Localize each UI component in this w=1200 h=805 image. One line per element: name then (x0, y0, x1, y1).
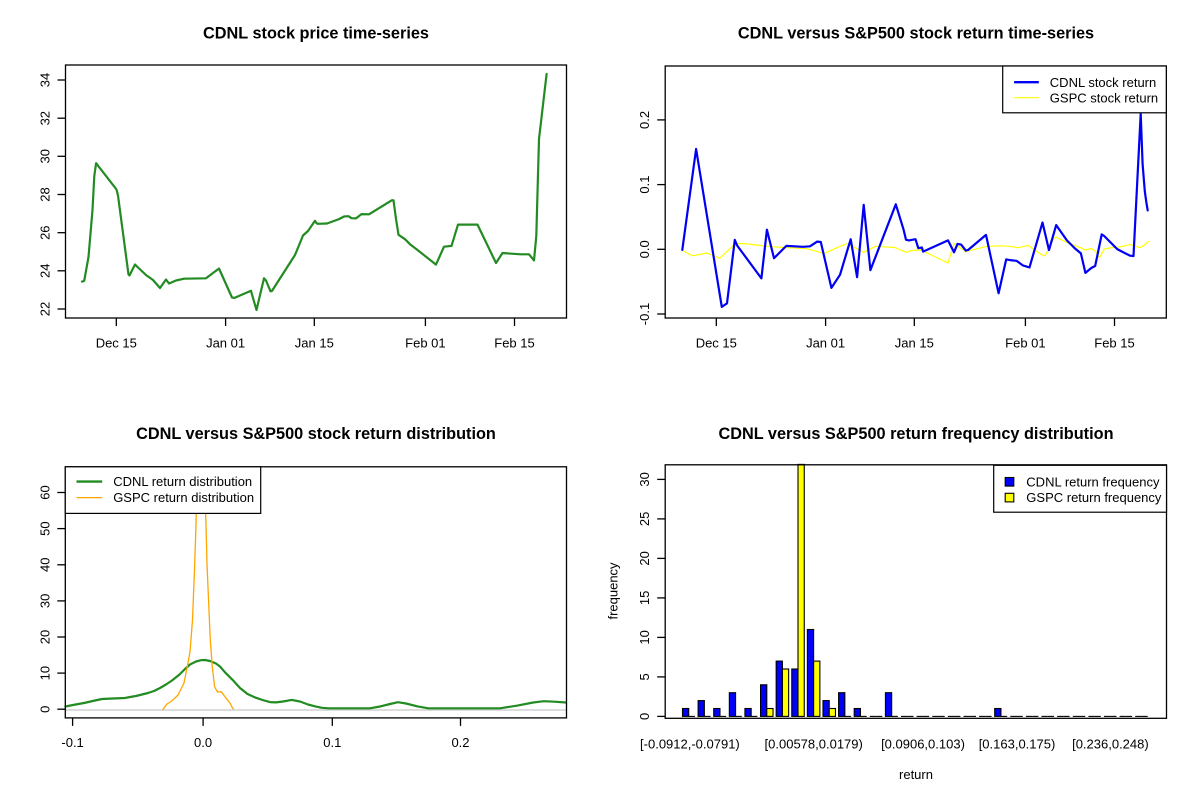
svg-text:Jan 01: Jan 01 (806, 336, 845, 351)
svg-text:[0.00578,0.0179): [0.00578,0.0179) (765, 737, 863, 752)
svg-text:GSPC return distribution: GSPC return distribution (113, 490, 254, 505)
svg-text:20: 20 (37, 630, 52, 644)
svg-text:frequency: frequency (606, 562, 621, 620)
svg-text:CDNL versus S&P500 stock retur: CDNL versus S&P500 stock return distribu… (136, 425, 496, 443)
svg-text:30: 30 (37, 594, 52, 608)
svg-text:[0.0906,0.103): [0.0906,0.103) (881, 737, 965, 752)
svg-text:0.1: 0.1 (637, 176, 652, 194)
svg-text:Feb 01: Feb 01 (1005, 336, 1045, 351)
svg-text:GSPC stock return: GSPC stock return (1050, 90, 1158, 105)
svg-text:0.0: 0.0 (637, 240, 652, 258)
svg-text:25: 25 (637, 512, 652, 526)
svg-text:Jan 15: Jan 15 (295, 336, 334, 351)
svg-text:Dec 15: Dec 15 (696, 336, 737, 351)
svg-text:32: 32 (38, 111, 53, 125)
svg-text:0: 0 (637, 713, 652, 720)
svg-text:CDNL return distribution: CDNL return distribution (113, 474, 252, 489)
svg-text:[0.163,0.175): [0.163,0.175) (979, 737, 1056, 752)
svg-text:CDNL versus S&P500 stock retur: CDNL versus S&P500 stock return time-ser… (738, 25, 1094, 43)
svg-text:Dec 15: Dec 15 (96, 336, 137, 351)
svg-text:0: 0 (37, 706, 52, 713)
svg-text:5: 5 (637, 673, 652, 680)
svg-text:10: 10 (637, 630, 652, 644)
svg-text:30: 30 (38, 149, 53, 163)
svg-text:20: 20 (637, 551, 652, 565)
svg-text:60: 60 (37, 485, 52, 499)
svg-text:40: 40 (37, 558, 52, 572)
svg-text:0.0: 0.0 (194, 735, 212, 750)
svg-text:CDNL versus S&P500 return freq: CDNL versus S&P500 return frequency dist… (718, 425, 1113, 443)
svg-text:return: return (899, 767, 933, 782)
svg-text:10: 10 (37, 666, 52, 680)
svg-text:-0.1: -0.1 (61, 735, 83, 750)
svg-text:Feb 15: Feb 15 (1094, 336, 1134, 351)
svg-text:CDNL return frequency: CDNL return frequency (1026, 474, 1160, 489)
svg-text:28: 28 (38, 187, 53, 201)
svg-text:Feb 01: Feb 01 (405, 336, 445, 351)
svg-text:Feb 15: Feb 15 (494, 336, 534, 351)
svg-text:Jan 01: Jan 01 (206, 336, 245, 351)
svg-text:[-0.0912,-0.0791): [-0.0912,-0.0791) (640, 737, 740, 752)
svg-text:22: 22 (38, 302, 53, 316)
svg-text:-0.1: -0.1 (637, 303, 652, 325)
svg-text:30: 30 (637, 472, 652, 486)
svg-text:15: 15 (637, 591, 652, 605)
svg-text:CDNL stock price time-series: CDNL stock price time-series (203, 25, 429, 43)
svg-text:24: 24 (38, 264, 53, 278)
svg-text:0.2: 0.2 (451, 735, 469, 750)
svg-text:CDNL stock return: CDNL stock return (1050, 75, 1156, 90)
svg-text:26: 26 (38, 225, 53, 239)
svg-text:GSPC return frequency: GSPC return frequency (1026, 490, 1162, 505)
svg-text:50: 50 (37, 521, 52, 535)
svg-text:34: 34 (38, 73, 53, 87)
svg-text:0.1: 0.1 (323, 735, 341, 750)
svg-text:[0.236,0.248): [0.236,0.248) (1072, 737, 1149, 752)
svg-text:Jan 15: Jan 15 (895, 336, 934, 351)
svg-text:0.2: 0.2 (637, 111, 652, 129)
